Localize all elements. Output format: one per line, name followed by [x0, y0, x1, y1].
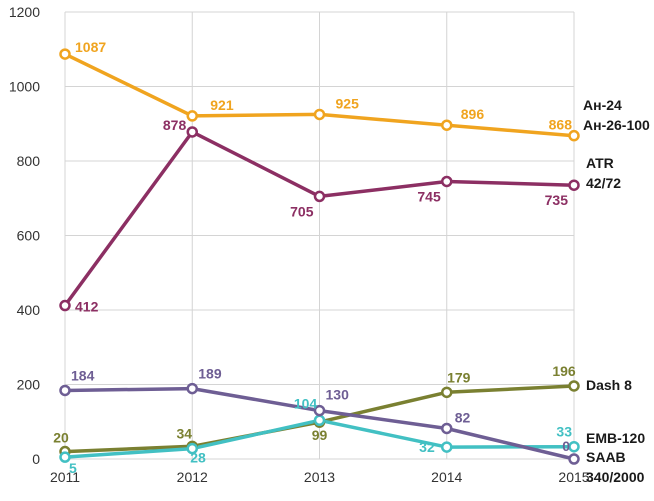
series-labels: Ан-24 Ан-26-100 ATR 42/72 Dash 8 EMB-120 SAAB 3… — [583, 97, 650, 485]
data-point — [313, 414, 326, 427]
data-label: 99 — [312, 427, 328, 443]
series-name-label: EMB-120 — [586, 430, 645, 446]
x-tick-label: 2015 — [558, 469, 589, 485]
data-label: 104 — [294, 395, 318, 411]
x-tick-label: 2012 — [177, 469, 208, 485]
x-axis-ticks: 2011 2012 2013 2014 2015 — [50, 469, 590, 485]
data-label: 745 — [417, 188, 441, 204]
data-label: 196 — [552, 363, 576, 379]
data-point — [441, 422, 453, 435]
data-point — [313, 404, 326, 417]
data-label: 34 — [176, 425, 192, 441]
series-name-label: 42/72 — [586, 175, 621, 191]
y-tick-label: 600 — [17, 228, 41, 244]
data-point — [441, 119, 453, 131]
data-point — [568, 380, 580, 392]
data-point — [313, 108, 326, 121]
data-point — [186, 126, 198, 138]
data-point — [441, 386, 453, 399]
data-label: 1087 — [75, 39, 106, 55]
data-label: 925 — [336, 95, 360, 111]
data-label: 921 — [210, 97, 234, 113]
data-point — [313, 190, 326, 203]
data-label: 412 — [75, 299, 99, 315]
x-tick-label: 2013 — [304, 469, 335, 485]
x-tick-label: 2014 — [431, 469, 462, 485]
data-label: 130 — [326, 387, 350, 403]
y-tick-label: 200 — [17, 377, 41, 393]
y-tick-label: 400 — [17, 302, 41, 318]
data-label: 878 — [163, 117, 187, 133]
series-name-label: Dash 8 — [586, 377, 632, 393]
data-point — [441, 441, 453, 453]
data-label: 0 — [562, 438, 570, 454]
y-tick-label: 1200 — [9, 4, 40, 20]
data-label: 705 — [290, 203, 314, 219]
series-name-label: ATR — [586, 155, 614, 171]
series-name-label: Ан-24 — [583, 97, 622, 113]
data-label: 896 — [461, 106, 485, 122]
data-label: 868 — [549, 117, 573, 133]
data-point — [568, 179, 580, 191]
data-point — [186, 382, 198, 395]
data-label: 82 — [455, 409, 471, 425]
data-point — [568, 440, 580, 453]
data-point — [59, 48, 71, 60]
x-tick-label: 2011 — [50, 469, 80, 485]
data-labels: 1087 921 925 896 868 412 878 705 745 735 20 34 99 179… — [53, 39, 576, 476]
data-point — [186, 110, 198, 122]
series-name-label: Ан-26-100 — [583, 117, 650, 133]
series-name-label: SAAB — [586, 449, 626, 465]
data-point — [568, 453, 580, 465]
data-label: 179 — [447, 369, 471, 385]
data-label: 184 — [71, 367, 95, 383]
y-tick-label: 800 — [17, 153, 41, 169]
series-name-label: 340/2000 — [586, 469, 645, 485]
y-axis-ticks: 0 200 400 600 800 1000 1200 — [9, 4, 40, 467]
data-label: 20 — [53, 430, 69, 446]
y-tick-label: 1000 — [9, 79, 40, 95]
data-point — [59, 451, 71, 463]
data-label: 735 — [545, 192, 569, 208]
data-label: 33 — [556, 424, 572, 440]
series-points — [59, 48, 580, 465]
data-point — [59, 299, 71, 312]
data-point — [441, 175, 453, 188]
data-label: 189 — [198, 366, 222, 382]
data-label: 28 — [190, 450, 206, 466]
y-tick-label: 0 — [32, 451, 40, 467]
data-label: 32 — [419, 439, 435, 455]
data-label: 5 — [69, 460, 77, 476]
data-point — [568, 129, 580, 142]
data-point — [186, 442, 198, 455]
data-point — [59, 384, 71, 397]
grid — [64, 11, 575, 460]
